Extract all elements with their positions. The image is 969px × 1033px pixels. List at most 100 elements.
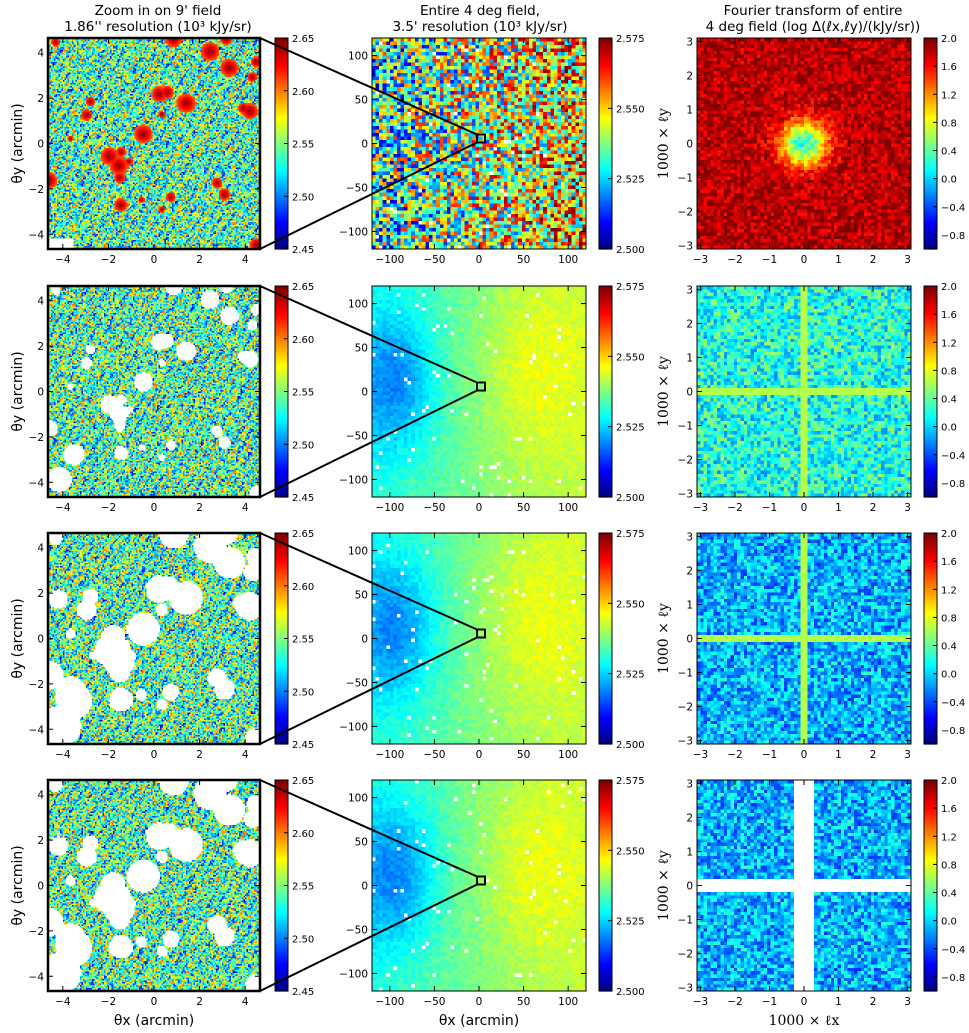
- colorbar-cell: [275, 955, 288, 959]
- colorbar-cell: [599, 352, 612, 356]
- colorbar-cell: [599, 869, 612, 873]
- colorbar-frame: [923, 779, 938, 992]
- colorbar-cell: [924, 85, 937, 88]
- colorbar-cell: [599, 968, 612, 971]
- colorbar-cell: [599, 389, 612, 393]
- colorbar-cell: [924, 451, 937, 454]
- colorbar-cell: [924, 948, 937, 952]
- colorbar-cell: [599, 224, 612, 227]
- colorbar-tick-label: 2.0: [941, 529, 957, 540]
- y-tick-label: −50: [346, 182, 368, 194]
- colorbar-cell: [599, 687, 612, 691]
- colorbar-cell: [599, 164, 612, 167]
- colorbar-cell: [275, 715, 288, 719]
- colorbar-cell: [924, 417, 937, 421]
- colorbar-cell: [599, 715, 612, 719]
- axis-ticks: [697, 38, 911, 249]
- colorbar-cell: [599, 410, 612, 414]
- colorbar-cell: [275, 238, 288, 241]
- colorbar-cell: [275, 596, 288, 599]
- colorbar-cell: [599, 41, 612, 44]
- colorbar-cell: [924, 190, 937, 194]
- colorbar-cell: [599, 493, 612, 496]
- colorbar-cell: [924, 924, 937, 927]
- colorbar-cell: [275, 811, 288, 815]
- colorbar-tick-label: 2.525: [616, 670, 645, 681]
- colorbar-cell: [275, 458, 288, 461]
- colorbar-tick-label: 1.2: [941, 832, 957, 843]
- colorbar-cell: [599, 338, 612, 342]
- y-tick-label: 0: [37, 881, 44, 893]
- colorbar-cell: [599, 985, 612, 989]
- colorbar-cell: [275, 601, 288, 604]
- y-tick-label: −100: [339, 968, 368, 980]
- colorbar-cell: [924, 423, 937, 426]
- colorbar-cell: [599, 738, 612, 742]
- column-title-zoom: Zoom in on 9' field 1.86'' resolution (1…: [30, 3, 286, 35]
- colorbar-cell: [924, 148, 937, 152]
- colorbar-cell: [924, 365, 937, 368]
- colorbar-cell: [275, 465, 288, 468]
- colorbar-cell: [275, 852, 288, 855]
- colorbar-cell: [275, 862, 288, 865]
- colorbar-cell: [599, 594, 612, 597]
- colorbar-cell: [599, 971, 612, 975]
- y-tick-label: 3: [686, 284, 693, 296]
- colorbar-cell: [599, 245, 612, 248]
- colorbar-cell: [924, 322, 937, 326]
- colorbar-cell: [275, 580, 288, 583]
- colorbar-cell: [275, 430, 288, 433]
- colorbar-cell: [924, 442, 937, 445]
- colorbar-cell: [924, 585, 937, 589]
- colorbar-cell: [275, 869, 288, 873]
- colorbar-cell: [599, 629, 612, 633]
- colorbar-cell: [599, 691, 612, 694]
- colorbar-cell: [924, 361, 937, 364]
- y-tick-label: 0: [37, 634, 44, 646]
- colorbar-cell: [924, 562, 937, 566]
- y-tick-label: 100: [348, 546, 368, 558]
- colorbar-cell: [599, 834, 612, 837]
- colorbar-cell: [275, 398, 288, 401]
- x-tick-label: −50: [423, 254, 445, 266]
- x-tick-label: 0: [801, 996, 808, 1008]
- colorbar-cell: [599, 707, 612, 710]
- colorbar-cell: [275, 920, 288, 924]
- colorbar-cell: [924, 790, 937, 793]
- colorbar-cell: [275, 924, 288, 927]
- colorbar-cell: [599, 989, 612, 992]
- colorbar-cell: [599, 802, 612, 806]
- y-tick-label: −2: [678, 702, 693, 714]
- colorbar-cell: [924, 208, 937, 211]
- colorbar-cell: [275, 799, 288, 802]
- colorbar-cell: [924, 491, 937, 495]
- colorbar-cell: [599, 192, 612, 196]
- colorbar-cell: [275, 966, 288, 969]
- colorbar-cell: [275, 345, 288, 349]
- colorbar-tick-label: 2.50: [292, 192, 314, 203]
- x-tick-label: −3: [693, 749, 708, 761]
- x-tick-label: −2: [727, 996, 742, 1008]
- colorbar-cell: [599, 867, 612, 871]
- y-tick-label: −50: [346, 430, 368, 442]
- colorbar-cell: [599, 74, 612, 78]
- colorbar-cell: [924, 677, 937, 680]
- colorbar-cell: [599, 781, 612, 785]
- colorbar-cell: [924, 964, 937, 967]
- y-tick-label: 1: [686, 104, 693, 116]
- colorbar-cell: [924, 650, 937, 654]
- colorbar-cell: [924, 708, 937, 712]
- colorbar-cell: [275, 901, 288, 904]
- colorbar-tick-label: 2.50: [292, 687, 314, 698]
- colorbar-cell: [924, 908, 937, 911]
- colorbar-cell: [275, 823, 288, 827]
- colorbar-cell: [924, 534, 937, 538]
- colorbar-cell: [275, 957, 288, 960]
- colorbar-cell: [275, 468, 288, 472]
- colorbar-cell: [275, 559, 288, 562]
- colorbar-cell: [275, 143, 288, 146]
- colorbar-cell: [275, 379, 288, 382]
- colorbar-tick-label: 2.500: [616, 245, 645, 256]
- colorbar-cell: [275, 122, 288, 125]
- x-tick-label: 100: [558, 749, 578, 761]
